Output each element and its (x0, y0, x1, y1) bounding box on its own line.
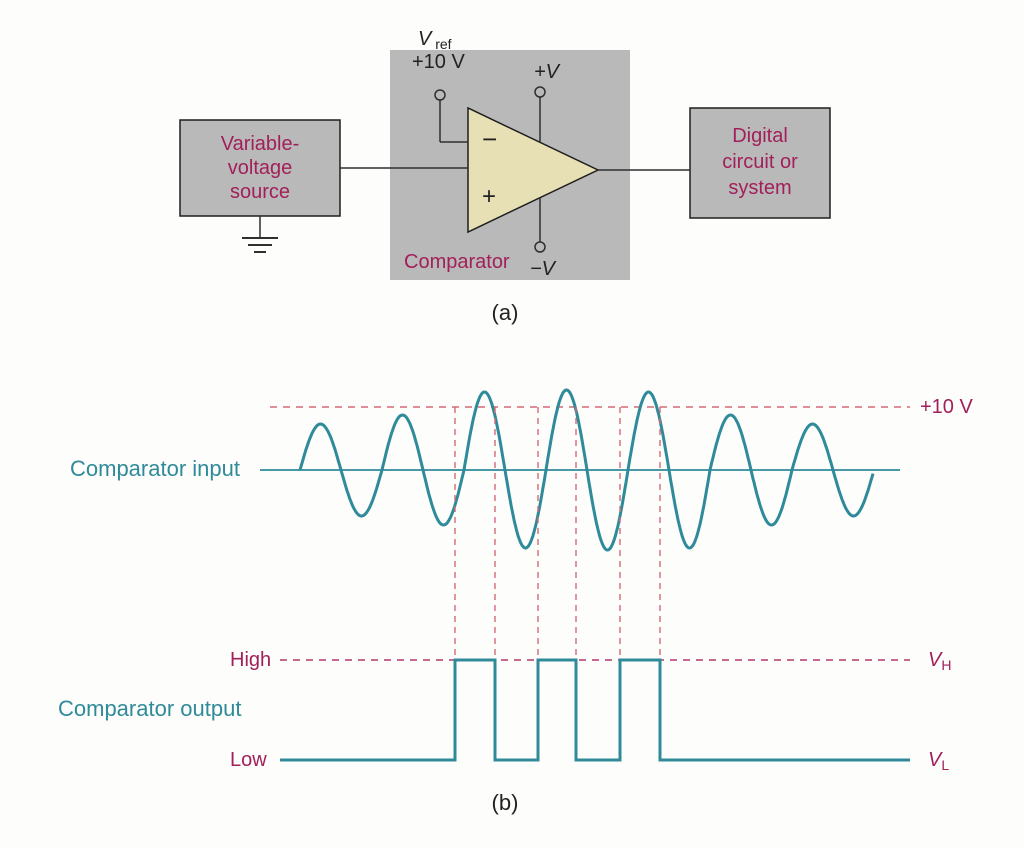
vminus-label: −V (530, 258, 557, 280)
digital-block-line: Digital (732, 125, 788, 147)
source-block-line: voltage (228, 157, 293, 179)
high-label: High (230, 649, 271, 671)
low-label: Low (230, 749, 267, 771)
threshold-label: +10 V (920, 396, 973, 418)
subfigure-b: (b) (492, 790, 519, 815)
output-label: Comparator output (58, 696, 241, 721)
opamp-minus: − (482, 124, 497, 154)
output-waveform (280, 660, 910, 760)
digital-block-line: circuit or (722, 151, 798, 173)
input-label: Comparator input (70, 456, 240, 481)
vplus-label: +V (534, 61, 561, 83)
comparator-label: Comparator (404, 251, 510, 273)
vh-label: VH (928, 649, 951, 673)
vl-label: VL (928, 749, 949, 773)
source-block-line: source (230, 181, 290, 203)
digital-block-line: system (728, 177, 791, 199)
vref-label: V ref (418, 28, 452, 52)
vref-value: +10 V (412, 51, 465, 73)
subfigure-a: (a) (492, 300, 519, 325)
opamp-plus: + (482, 183, 496, 210)
source-block-line: Variable- (221, 133, 300, 155)
